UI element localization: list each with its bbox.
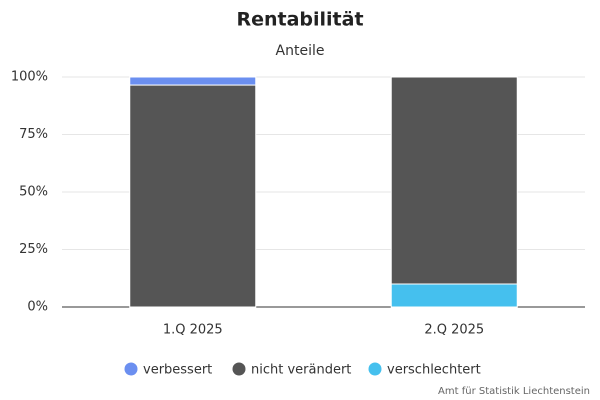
legend-label: nicht verändert (251, 363, 351, 378)
credits: Amt für Statistik Liechtenstein (438, 386, 590, 397)
y-tick-label: 25% (19, 242, 48, 257)
bar-segment (129, 76, 257, 86)
bar-segment (390, 283, 518, 308)
x-tick-label: 2.Q 2025 (424, 323, 484, 338)
legend-label: verschlechtert (387, 363, 481, 378)
legend-label: verbessert (143, 363, 212, 378)
y-tick-label: 50% (19, 185, 48, 200)
chart-subtitle: Anteile (276, 43, 325, 59)
legend-marker (368, 362, 382, 376)
y-tick-label: 100% (11, 70, 48, 85)
bar-segment (390, 76, 518, 285)
x-tick-label: 1.Q 2025 (163, 323, 223, 338)
y-tick-label: 75% (19, 127, 48, 142)
legend-marker (232, 362, 246, 376)
legend-marker (124, 362, 138, 376)
bar-segment (129, 84, 257, 308)
y-tick-label: 0% (27, 300, 48, 315)
chart-title: Rentabilität (236, 9, 363, 31)
